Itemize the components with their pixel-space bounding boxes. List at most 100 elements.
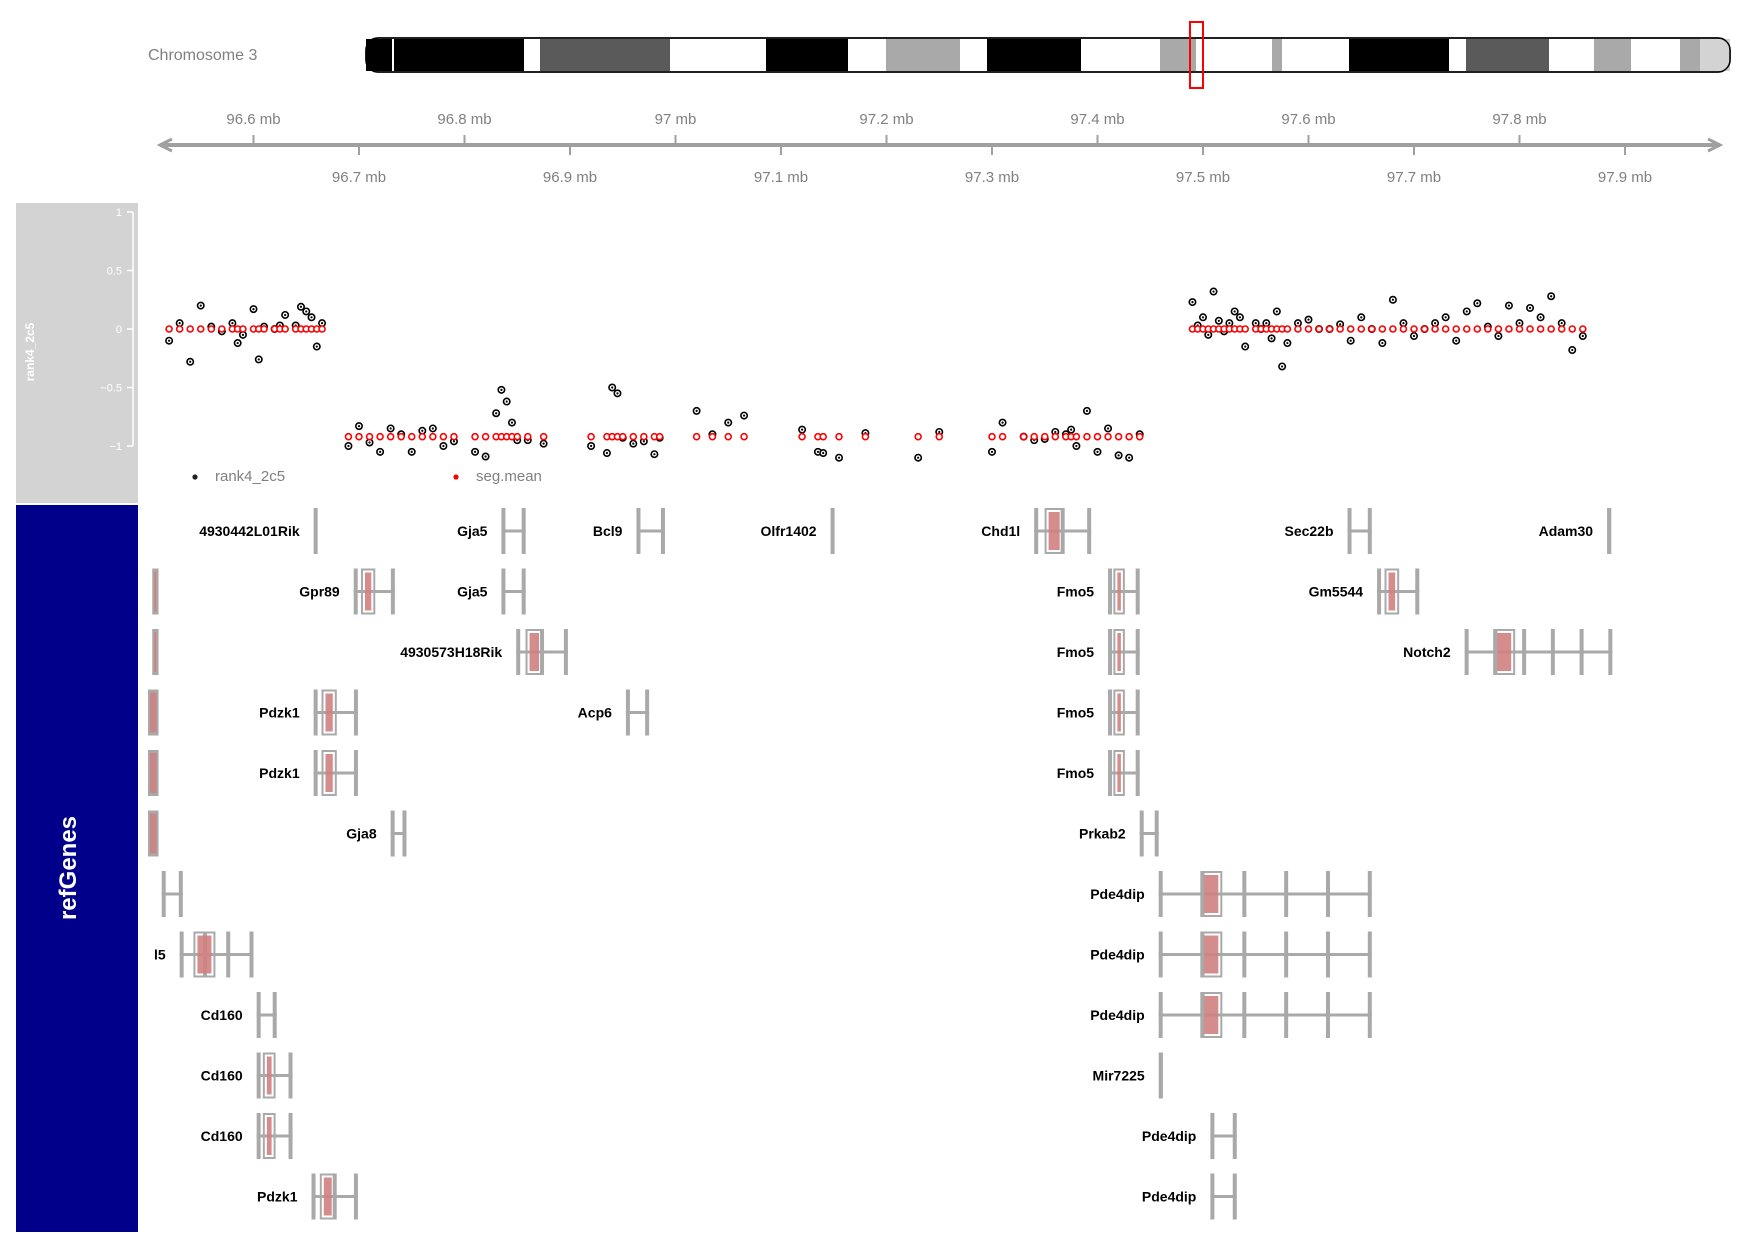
seg-mean-point — [1579, 325, 1587, 333]
data-point-core — [505, 400, 508, 403]
seg-mean-point — [1505, 325, 1513, 333]
gene-exon — [516, 629, 521, 675]
gene-exon — [1367, 508, 1372, 554]
data-point-core — [1281, 365, 1284, 368]
data-point-core — [257, 358, 260, 361]
seg-mean-point — [1494, 325, 1503, 333]
gene-exon — [1158, 871, 1163, 917]
data-point-core — [1201, 316, 1205, 319]
gene-exon — [1415, 568, 1420, 615]
gene-model: Gm5544 — [1309, 568, 1420, 615]
seg-mean-point — [1072, 432, 1081, 441]
seg-mean-point — [481, 432, 490, 441]
data-point-core — [1070, 428, 1073, 431]
gene-cds-fill — [1204, 875, 1219, 913]
data-point-core — [1349, 339, 1352, 342]
gene-label: Gja5 — [457, 523, 488, 539]
data-point-core — [495, 412, 498, 415]
data-point-core — [1497, 334, 1500, 338]
data-point-core — [632, 442, 635, 445]
seg-mean-point — [344, 432, 353, 441]
gene-exon — [1608, 629, 1613, 675]
gene-track-header — [16, 505, 138, 1232]
data-point-core — [231, 322, 234, 325]
gene-exon — [311, 1173, 316, 1220]
gene-exon — [1200, 931, 1205, 978]
legend-marker — [192, 474, 198, 480]
seg-mean-point — [1325, 325, 1334, 333]
data-track-header — [16, 203, 138, 503]
data-point-core — [178, 322, 181, 325]
gene-model: Cd160 — [201, 992, 277, 1038]
seg-mean-point — [819, 432, 828, 441]
axis-tick-label: 97.2 mb — [859, 111, 913, 128]
data-point-core — [1117, 454, 1120, 457]
legend-label: seg.mean — [476, 468, 542, 485]
seg-mean-point — [640, 432, 648, 441]
gene-cds-fill — [1204, 935, 1219, 974]
seg-mean-point — [861, 432, 870, 441]
gene-model — [161, 871, 183, 917]
gene-model: Fmo5 — [1057, 629, 1140, 675]
axis-tick-label: 97.8 mb — [1492, 111, 1546, 128]
seg-mean-point — [260, 325, 268, 333]
seg-mean-point — [450, 432, 458, 441]
data-point-core — [315, 345, 318, 348]
gene-exon — [390, 568, 395, 615]
y-tick-label: 0 — [116, 324, 122, 336]
data-point-core — [484, 455, 487, 458]
gene-cds-box — [319, 1173, 336, 1220]
gene-cds-box — [321, 750, 337, 796]
gene-cds-fill — [150, 753, 157, 793]
seg-mean-point — [629, 432, 638, 441]
seg-mean-point — [1083, 432, 1091, 441]
data-point-core — [990, 450, 994, 453]
seg-mean-point — [196, 325, 205, 333]
data-point-core — [1228, 322, 1231, 325]
gene-cds-fill — [197, 935, 212, 974]
gene-cds-box — [1113, 629, 1125, 675]
seg-mean-point — [1093, 432, 1102, 441]
data-point-core — [320, 322, 324, 325]
gene-label: Pdzk1 — [259, 705, 300, 721]
data-point-core — [1507, 304, 1511, 307]
data-point-core — [421, 429, 424, 432]
gene-exon — [1284, 931, 1289, 978]
gene-model: Notch2 — [1403, 629, 1613, 675]
seg-mean-point — [1526, 325, 1534, 333]
ideogram-band — [1349, 39, 1449, 71]
gene-track-title: refGenes — [55, 816, 82, 920]
gene-cds-fill — [1388, 572, 1396, 611]
seg-mean-point — [1114, 432, 1123, 441]
seg-mean-point — [1547, 325, 1555, 333]
data-point-core — [189, 360, 192, 363]
gene-exon — [1108, 629, 1113, 675]
data-point-core — [357, 425, 361, 428]
data-point-core — [389, 427, 392, 430]
seg-mean-point — [1336, 325, 1344, 333]
gene-label: Olfr1402 — [761, 523, 817, 539]
axis-tick-label: 97 mb — [655, 111, 697, 128]
seg-mean-point — [471, 432, 479, 441]
gene-exon — [313, 508, 318, 554]
gene-cds-box — [1113, 750, 1125, 796]
gene-exon — [1522, 629, 1527, 675]
ideogram-band — [987, 39, 1081, 71]
gene-exon — [353, 1173, 358, 1220]
ideogram-band — [1466, 39, 1549, 71]
gene-cds-box — [1113, 568, 1125, 615]
gene-cds-box — [360, 568, 376, 615]
seg-mean-point — [835, 432, 843, 441]
data-point-core — [816, 450, 820, 453]
gene-label: Bcl9 — [593, 523, 623, 539]
gene-model: Gpr89 — [299, 568, 395, 615]
data-point-core — [1207, 333, 1210, 336]
gene-exon — [288, 1113, 293, 1159]
seg-mean-point — [439, 432, 448, 441]
y-tick-label: 0.5 — [107, 266, 122, 278]
seg-mean-point — [914, 432, 922, 441]
data-point-core — [1217, 319, 1220, 322]
seg-mean-point — [1568, 325, 1577, 333]
gene-model: Mir7225 — [1093, 1052, 1163, 1099]
seg-mean-point — [1304, 325, 1313, 333]
